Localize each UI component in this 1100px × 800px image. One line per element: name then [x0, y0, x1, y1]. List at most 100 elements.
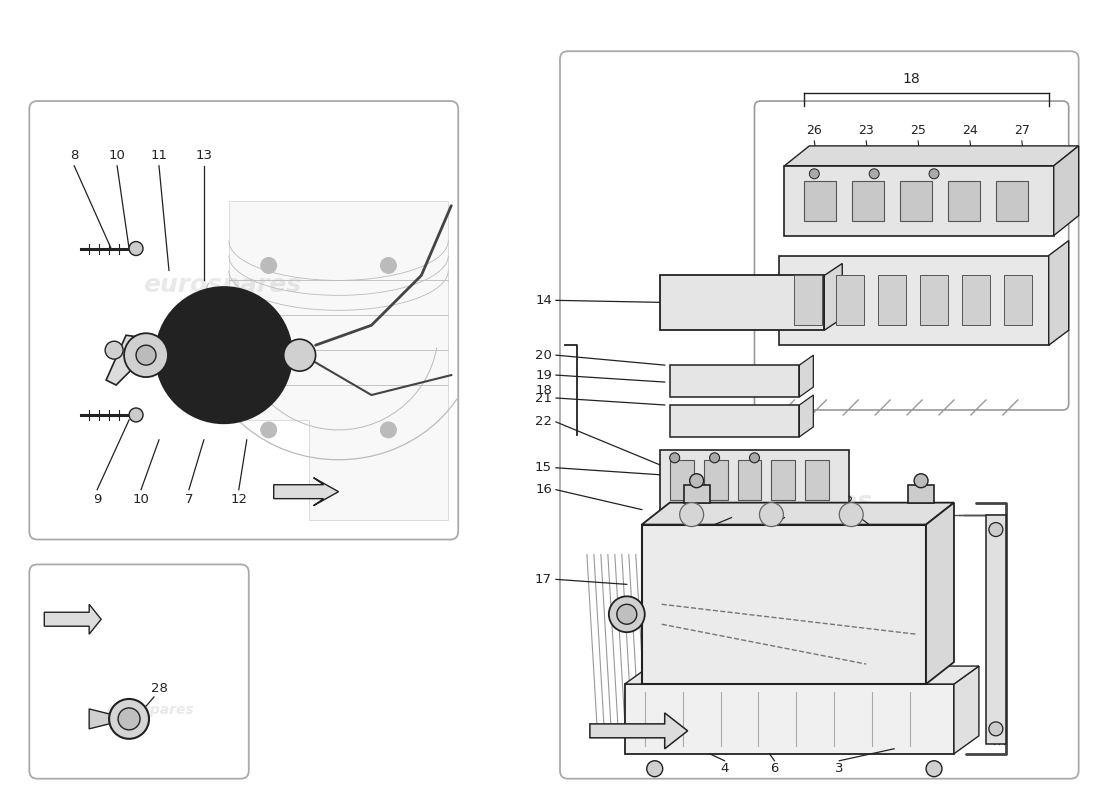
Polygon shape: [641, 502, 954, 525]
Text: 15: 15: [535, 462, 552, 474]
Bar: [805, 460, 829, 500]
Circle shape: [759, 502, 783, 526]
Circle shape: [647, 761, 662, 777]
Text: 18: 18: [903, 72, 921, 86]
Circle shape: [381, 422, 396, 438]
Bar: [878, 275, 906, 326]
Circle shape: [129, 242, 143, 255]
Text: 6: 6: [770, 762, 779, 775]
Circle shape: [914, 474, 928, 488]
Polygon shape: [684, 485, 710, 502]
Bar: [625, 684, 954, 754]
Polygon shape: [824, 263, 843, 330]
Polygon shape: [274, 478, 339, 506]
Text: eurospares: eurospares: [143, 274, 301, 298]
Bar: [670, 405, 800, 437]
Bar: [794, 275, 823, 326]
Polygon shape: [954, 666, 979, 754]
Bar: [641, 525, 926, 684]
Circle shape: [118, 708, 140, 730]
Bar: [660, 275, 824, 330]
Circle shape: [124, 334, 168, 377]
Bar: [1004, 275, 1032, 326]
Bar: [784, 166, 1054, 235]
Circle shape: [136, 345, 156, 365]
Bar: [836, 275, 865, 326]
Bar: [737, 460, 761, 500]
Bar: [780, 255, 1048, 345]
Circle shape: [106, 342, 123, 359]
Circle shape: [930, 169, 939, 178]
Text: 1: 1: [727, 503, 736, 516]
Text: eurospares: eurospares: [714, 490, 872, 514]
Circle shape: [680, 502, 704, 526]
Text: 17: 17: [535, 573, 552, 586]
Circle shape: [989, 522, 1003, 537]
Text: 4: 4: [720, 762, 728, 775]
Text: 18: 18: [535, 383, 552, 397]
Text: 7: 7: [185, 493, 194, 506]
Polygon shape: [229, 201, 449, 519]
Bar: [771, 460, 795, 500]
Polygon shape: [106, 335, 161, 385]
Text: 22: 22: [535, 415, 552, 429]
Text: 28: 28: [151, 682, 167, 695]
Circle shape: [187, 318, 261, 393]
Circle shape: [261, 258, 277, 274]
Bar: [920, 275, 948, 326]
Polygon shape: [590, 713, 688, 749]
Circle shape: [670, 453, 680, 462]
Bar: [962, 275, 990, 326]
Circle shape: [156, 287, 292, 423]
Circle shape: [810, 169, 820, 178]
Circle shape: [869, 169, 879, 178]
Bar: [660, 450, 849, 510]
Text: 20: 20: [535, 349, 552, 362]
Text: 2: 2: [845, 495, 854, 508]
Text: 16: 16: [535, 483, 552, 496]
Bar: [704, 460, 727, 500]
Polygon shape: [909, 485, 934, 502]
Circle shape: [617, 604, 637, 624]
Bar: [996, 181, 1027, 221]
Text: 9: 9: [94, 493, 101, 506]
Polygon shape: [1054, 146, 1079, 235]
Text: 10: 10: [109, 150, 125, 162]
Text: eurospares: eurospares: [107, 703, 194, 717]
Text: 11: 11: [151, 150, 167, 162]
Circle shape: [213, 345, 234, 365]
Circle shape: [381, 258, 396, 274]
Circle shape: [710, 453, 719, 462]
Polygon shape: [89, 709, 121, 729]
Circle shape: [839, 502, 864, 526]
Circle shape: [749, 453, 759, 462]
Text: 10: 10: [133, 493, 150, 506]
Text: 5: 5: [780, 503, 789, 516]
Polygon shape: [800, 355, 813, 397]
Bar: [986, 514, 1005, 744]
Bar: [900, 181, 932, 221]
Polygon shape: [926, 502, 954, 684]
Text: 23: 23: [858, 125, 874, 138]
Text: 19: 19: [535, 369, 552, 382]
Text: 21: 21: [535, 391, 552, 405]
Polygon shape: [44, 604, 101, 634]
Bar: [670, 460, 694, 500]
Text: eurospares: eurospares: [848, 294, 944, 310]
Polygon shape: [625, 666, 979, 684]
Text: 3: 3: [835, 762, 844, 775]
Polygon shape: [800, 395, 813, 437]
Bar: [948, 181, 980, 221]
Circle shape: [609, 596, 645, 632]
Polygon shape: [1048, 241, 1069, 345]
Text: 25: 25: [910, 125, 926, 138]
Circle shape: [284, 339, 316, 371]
Text: 26: 26: [806, 125, 822, 138]
Circle shape: [989, 722, 1003, 736]
Circle shape: [129, 408, 143, 422]
Text: 13: 13: [196, 150, 212, 162]
Circle shape: [926, 761, 942, 777]
Text: 14: 14: [535, 294, 552, 307]
Text: 12: 12: [230, 493, 248, 506]
Bar: [852, 181, 884, 221]
